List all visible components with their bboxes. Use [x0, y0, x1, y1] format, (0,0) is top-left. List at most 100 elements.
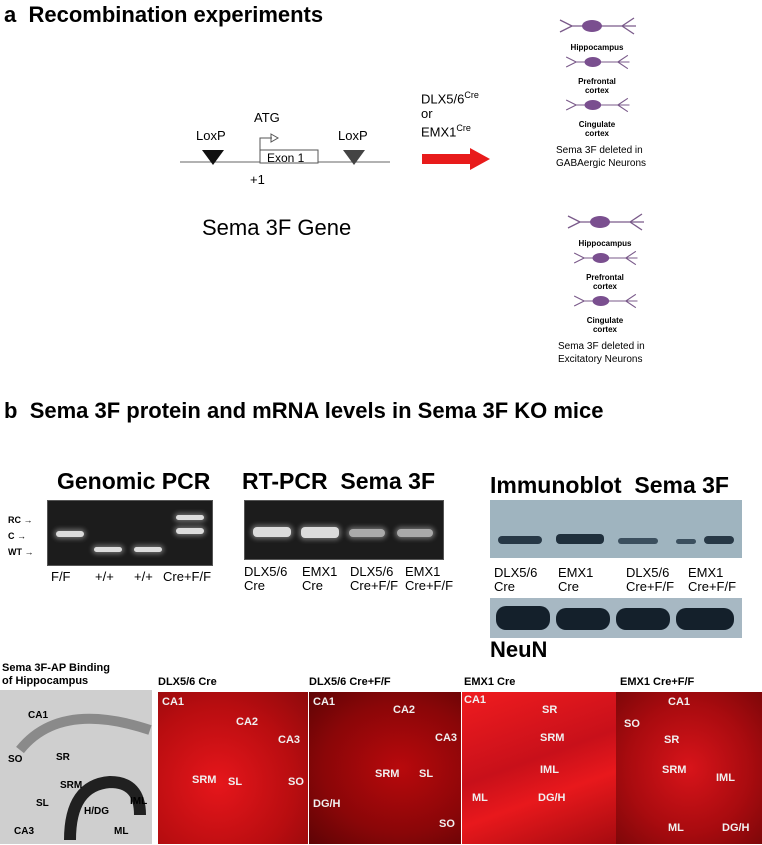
ap-title-2: of Hippocampus	[2, 675, 89, 687]
fl3-srm: SRM	[540, 732, 565, 744]
blot-band	[618, 538, 658, 544]
fl4-sr: SR	[664, 734, 680, 746]
blot-lane-4a: EMX1	[688, 565, 724, 580]
rtpcr-band	[253, 527, 291, 537]
pcr-band	[134, 547, 162, 552]
marker-wt: WT →	[8, 547, 34, 557]
ap-title: Sema 3F-AP Binding of Hippocampus	[2, 662, 110, 688]
region-prefrontal-b1: Prefrontal	[586, 273, 624, 282]
ap-label-srm: SRM	[60, 780, 83, 791]
red-arrow	[422, 148, 490, 170]
blot-lane-1a: DLX5/6	[494, 565, 538, 580]
loxp-left-label: LoxP	[196, 128, 226, 143]
immunoblot-membrane	[490, 500, 742, 558]
neuron-icon	[567, 213, 644, 231]
gaba-caption: Sema 3F deleted in GABAergic Neurons	[556, 144, 646, 170]
loxp-right-label: LoxP	[338, 128, 368, 143]
fl2-so: SO	[439, 818, 455, 830]
fl-title-3: EMX1 Cre	[464, 676, 516, 688]
rtpcr-title: RT-PCR Sema 3F	[242, 468, 435, 494]
cre-line-emx: EMX1	[421, 124, 457, 140]
cre-lines: DLX5/6Cre or EMX1Cre	[421, 88, 479, 140]
ap-binding-image: CA1 SO SR SRM SL CA3 H/DG IML ML	[0, 690, 152, 844]
pcr-band	[94, 547, 122, 552]
excit-caption-2: Excitatory Neurons	[558, 354, 643, 365]
rtpcr-band	[301, 527, 339, 538]
loxp-right-triangle	[343, 150, 365, 165]
pcr-lane-1: F/F	[51, 569, 71, 584]
region-cingulate: Cingulate cortex	[552, 120, 642, 138]
rtpcr-band	[349, 529, 385, 537]
pcr-gel	[47, 500, 213, 566]
hippocampus-sketch	[16, 713, 152, 841]
neun-band	[496, 606, 550, 630]
blot-lane-1b: Cre	[494, 579, 515, 594]
fl1-srm: SRM	[192, 774, 217, 786]
region-prefrontal-b2: cortex	[592, 282, 617, 291]
ap-label-iml: IML	[130, 796, 148, 807]
excit-caption-1: Sema 3F deleted in	[558, 341, 645, 352]
pcr-title: Genomic PCR	[57, 468, 211, 494]
fl1-ca1: CA1	[162, 696, 185, 708]
ap-label-ca3: CA3	[14, 826, 35, 837]
rtpcr-band	[397, 529, 433, 537]
panel-b-title: Sema 3F protein and mRNA levels in Sema …	[29, 398, 604, 423]
marker-rc-label: RC	[8, 515, 21, 525]
rtpcr-gel	[244, 500, 444, 560]
cre-line-or: or	[421, 106, 433, 122]
tss-arrowhead	[270, 133, 280, 143]
blot-lane-3: DLX5/6 Cre+F/F	[626, 566, 674, 594]
neuron-icon	[573, 250, 638, 266]
exon-label: Exon 1	[267, 151, 305, 165]
pcr-lane-3: +/+	[134, 569, 153, 584]
fl-panel-emx-cre-ff: CA1 SO SR SRM IML ML DG/H	[616, 692, 762, 844]
fl2-srm: SRM	[375, 768, 400, 780]
fl4-ca1: CA1	[668, 696, 691, 708]
cre-sup-1: Cre	[464, 90, 479, 100]
pcr-markers: RC → C → WT →	[8, 512, 34, 560]
fl-panel-dlx-cre: CA1 CA2 CA3 SRM SL SO	[158, 692, 308, 844]
ap-label-sr: SR	[56, 752, 70, 763]
loxp-left-triangle	[202, 150, 224, 165]
panel-b-heading: b Sema 3F protein and mRNA levels in Sem…	[4, 398, 604, 424]
region-cingulate-b1: Cingulate	[586, 316, 624, 325]
rtpcr-lane-3: DLX5/6 Cre+F/F	[350, 565, 398, 593]
rtpcr-lane-1b: Cre	[244, 578, 265, 593]
fl2-dgh: DG/H	[313, 798, 341, 810]
gaba-caption-2: GABAergic Neurons	[556, 158, 647, 169]
exon-box	[259, 149, 319, 164]
region-cingulate-b2: cortex	[592, 325, 617, 334]
ap-label-hdg: H/DG	[84, 806, 109, 817]
blot-lane-4b: Cre+F/F	[688, 579, 737, 594]
region-prefrontal: Prefrontal cortex	[552, 77, 642, 95]
cre-sup-2: Cre	[456, 123, 471, 134]
fl4-iml: IML	[716, 772, 735, 784]
fl3-ca1: CA1	[464, 694, 487, 706]
rtpcr-lane-4b: Cre+F/F	[405, 578, 454, 593]
marker-c-label: C	[8, 531, 15, 541]
blot-lane-2b: Cre	[558, 579, 579, 594]
blot-lane-4: EMX1 Cre+F/F	[688, 566, 736, 594]
panel-a-letter: a	[4, 2, 17, 27]
neuron-icon	[559, 17, 636, 35]
pcr-band	[176, 515, 204, 520]
marker-wt-label: WT	[8, 547, 22, 557]
fl4-srm: SRM	[662, 764, 687, 776]
fl2-ca2: CA2	[393, 704, 416, 716]
panel-a-title: Recombination experiments	[28, 2, 324, 27]
rtpcr-lane-4a: EMX1	[405, 564, 441, 579]
gene-construct-diagram	[180, 133, 390, 165]
panel-b-letter: b	[4, 398, 18, 423]
ap-label-sl: SL	[36, 798, 49, 809]
fl4-dgh: DG/H	[722, 822, 750, 834]
gene-name: Sema 3F Gene	[202, 215, 352, 240]
panel-a-heading: a Recombination experiments	[4, 2, 323, 28]
region-cingulate-b: Cingulate cortex	[560, 316, 650, 334]
fl2-ca3: CA3	[435, 732, 458, 744]
fl4-ml: ML	[668, 822, 684, 834]
fl2-ca1: CA1	[313, 696, 336, 708]
neun-band	[676, 608, 734, 630]
gaba-caption-1: Sema 3F deleted in	[556, 145, 643, 156]
ap-title-1: Sema 3F-AP Binding	[2, 662, 110, 674]
region-hippocampus: Hippocampus	[570, 43, 624, 52]
